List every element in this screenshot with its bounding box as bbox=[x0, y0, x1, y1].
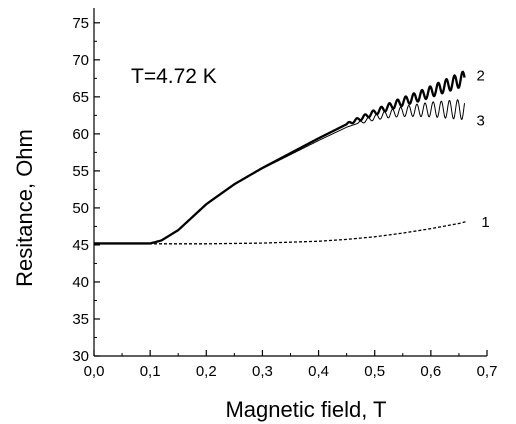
x-tick-label: 0,0 bbox=[84, 363, 105, 380]
x-tick-label: 0,7 bbox=[477, 363, 498, 380]
x-axis-title: Magnetic field, T bbox=[225, 397, 386, 422]
y-tick-label: 50 bbox=[72, 200, 89, 217]
y-tick-label: 75 bbox=[72, 15, 89, 32]
y-tick-label: 45 bbox=[72, 237, 89, 254]
y-tick-label: 40 bbox=[72, 274, 89, 291]
curve-label-1: 1 bbox=[481, 214, 489, 231]
x-tick-label: 0,5 bbox=[364, 363, 385, 380]
y-tick-label: 55 bbox=[72, 163, 89, 180]
series-line-2 bbox=[93, 70, 466, 245]
curve-label-2: 2 bbox=[477, 67, 485, 84]
series-layer bbox=[93, 70, 468, 245]
curve-label-3: 3 bbox=[477, 112, 485, 129]
x-axis-ticks: 0,0 0,1 0,2 0,3 0,4 0,5 0,6 0,7 bbox=[84, 350, 498, 380]
x-tick-label: 0,3 bbox=[252, 363, 273, 380]
y-tick-label: 35 bbox=[72, 311, 89, 328]
y-tick-label: 65 bbox=[72, 89, 89, 106]
y-axis-title: Resitance, Ohm bbox=[12, 129, 37, 287]
x-tick-label: 0,6 bbox=[420, 363, 441, 380]
x-tick-label: 0,1 bbox=[140, 363, 161, 380]
x-tick-label: 0,4 bbox=[308, 363, 329, 380]
y-tick-label: 60 bbox=[72, 126, 89, 143]
series-line-1 bbox=[93, 220, 468, 245]
y-tick-label: 70 bbox=[72, 52, 89, 69]
y-tick-label: 30 bbox=[72, 348, 89, 365]
temperature-annotation: T=4.72 K bbox=[131, 65, 217, 88]
y-axis-ticks: 30 35 40 45 50 55 60 65 70 75 bbox=[72, 15, 100, 365]
series-line-3 bbox=[94, 99, 466, 244]
x-tick-label: 0,2 bbox=[196, 363, 217, 380]
